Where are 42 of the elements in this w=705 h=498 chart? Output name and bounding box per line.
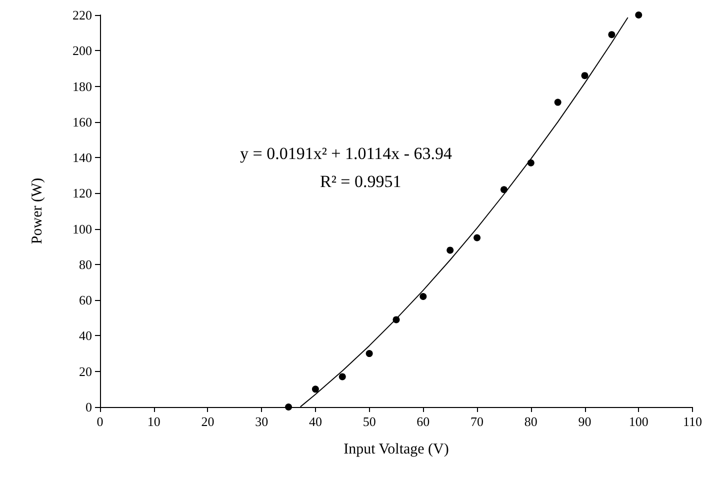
x-tick-label: 100 xyxy=(628,414,648,429)
annotation: R² = 0.9951 xyxy=(320,172,402,191)
point xyxy=(635,12,642,18)
point xyxy=(446,246,454,254)
y-tick-label: 200 xyxy=(72,43,92,58)
point xyxy=(312,386,319,393)
x-tick-label: 110 xyxy=(682,414,702,429)
x-tick-label: 30 xyxy=(255,414,268,429)
point xyxy=(366,350,373,358)
x-tick-label: 10 xyxy=(147,414,160,429)
x-tick-label: 60 xyxy=(416,414,430,429)
point xyxy=(527,159,534,166)
x-tick-label: 90 xyxy=(578,414,592,429)
x-tick-label: 80 xyxy=(524,414,538,429)
point xyxy=(392,316,400,324)
y-tick-label: 100 xyxy=(72,221,92,236)
y-tick-label: 160 xyxy=(72,114,92,130)
point xyxy=(554,98,562,106)
annotation: y = 0.0191x² + 1.0114x - 63.94 xyxy=(240,144,453,163)
y-tick-label: 40 xyxy=(79,328,92,344)
x-tick-label: 50 xyxy=(362,414,376,429)
point xyxy=(581,72,588,80)
y-tick-label: 60 xyxy=(79,292,92,308)
y-tick-label: 120 xyxy=(72,186,92,201)
x-tick-label: 40 xyxy=(308,414,322,429)
x-tick-label: 20 xyxy=(201,414,214,429)
x-axis-title: Input Voltage (V) xyxy=(344,442,449,458)
y-tick-label: 140 xyxy=(72,150,92,166)
point xyxy=(285,404,292,410)
point xyxy=(500,186,508,194)
point xyxy=(338,373,346,380)
y-tick-label: 220 xyxy=(72,8,92,22)
point xyxy=(608,31,616,38)
point xyxy=(474,234,481,242)
y-tick-label: 0 xyxy=(86,400,92,414)
x-tick-label: 0 xyxy=(96,414,104,429)
y-tick-label: 180 xyxy=(72,78,92,94)
y-tick-label: 20 xyxy=(79,364,92,379)
y-axis-title: Power (W) xyxy=(30,178,46,244)
point xyxy=(420,293,427,300)
x-tick-label: 70 xyxy=(470,414,484,429)
y-tick-label: 80 xyxy=(79,256,92,272)
